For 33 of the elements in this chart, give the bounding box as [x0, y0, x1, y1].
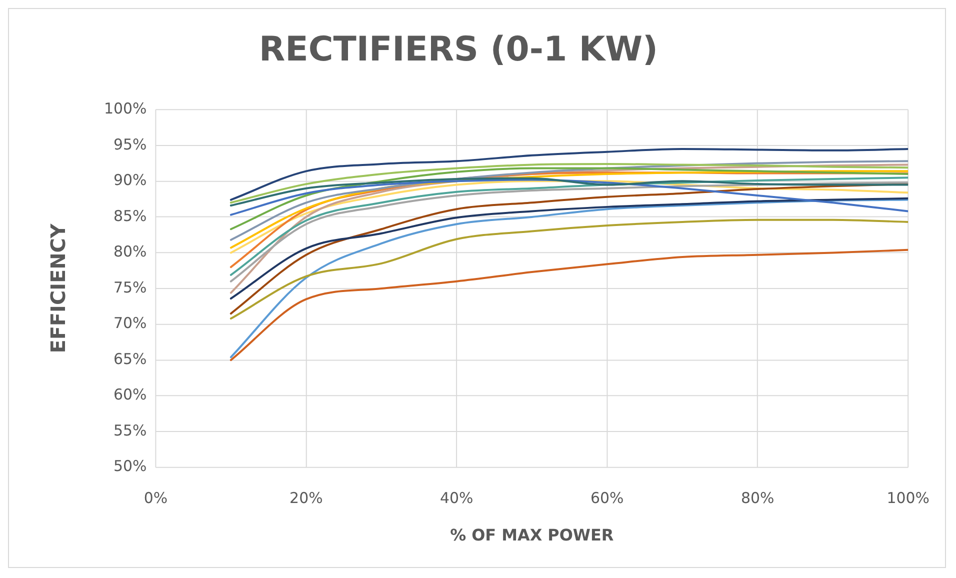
line-series — [230, 167, 908, 230]
y-tick-label: 50% — [113, 457, 147, 476]
x-tick-label: 0% — [144, 489, 168, 508]
y-tick-label: 95% — [113, 135, 147, 154]
y-tick-label: 80% — [113, 242, 147, 261]
line-series — [230, 183, 908, 315]
line-series — [230, 218, 908, 320]
y-tick-label: 75% — [113, 278, 147, 296]
y-tick-label: 55% — [113, 421, 147, 440]
x-tick-label: 40% — [440, 489, 474, 508]
y-tick-label: 65% — [113, 350, 147, 368]
y-tick-label: 100% — [104, 100, 147, 118]
y-tick-label: 70% — [113, 314, 147, 332]
y-tick-label: 60% — [113, 386, 147, 404]
y-tick-label: 90% — [113, 171, 147, 190]
x-tick-label: 80% — [740, 489, 774, 508]
line-series — [230, 180, 908, 254]
line-series — [230, 198, 908, 358]
line-series — [230, 160, 908, 241]
chart-title: RECTIFIERS (0-1 KW) — [259, 30, 658, 69]
x-tick-label: 60% — [590, 489, 624, 508]
line-series — [230, 248, 908, 362]
y-tick-label: 85% — [113, 206, 147, 225]
line-series — [230, 163, 908, 204]
x-tick-label: 20% — [290, 489, 323, 508]
line-series — [230, 178, 908, 216]
x-tick-label: 100% — [886, 489, 930, 508]
line-series — [230, 177, 908, 207]
line-series — [230, 170, 908, 249]
y-axis-title: EFFICIENCY — [46, 223, 70, 354]
line-series — [230, 197, 908, 300]
x-axis-title: % OF MAX POWER — [450, 526, 614, 545]
line-series — [230, 148, 908, 201]
